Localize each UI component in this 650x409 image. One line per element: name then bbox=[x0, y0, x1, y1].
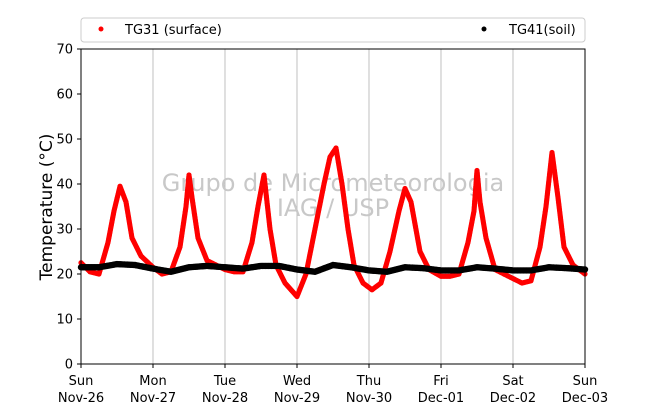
legend-marker-surface bbox=[98, 26, 104, 32]
x-tick-label-date: Dec-01 bbox=[418, 391, 464, 406]
y-tick-label: 40 bbox=[56, 178, 73, 193]
grid-lines bbox=[152, 49, 514, 364]
y-tick-label: 10 bbox=[56, 313, 73, 328]
x-tick-label-day: Thu bbox=[356, 374, 381, 389]
series-surface bbox=[78, 145, 588, 300]
plot-frame bbox=[80, 48, 586, 365]
y-tick-label: 50 bbox=[56, 133, 73, 148]
legend-label-surface: TG31 (surface) bbox=[124, 23, 222, 38]
x-tick-label-day: Tue bbox=[213, 374, 236, 389]
y-tick-label: 70 bbox=[56, 43, 73, 58]
y-tick-label: 20 bbox=[56, 268, 73, 283]
x-tick-label-date: Nov-29 bbox=[274, 391, 320, 406]
x-tick-label-date: Nov-30 bbox=[346, 391, 392, 406]
y-axis: 0 10 20 30 40 50 60 70 bbox=[56, 43, 81, 373]
x-tick-label-day: Sat bbox=[502, 374, 523, 389]
x-axis: Sun Nov-26 Mon Nov-27 Tue Nov-28 Wed Nov-29 Thu N… bbox=[58, 364, 608, 406]
watermark-line-1: Grupo de Micrometeorologia bbox=[162, 169, 504, 197]
x-tick-label-date: Nov-27 bbox=[130, 391, 176, 406]
x-tick-label-date: Dec-03 bbox=[562, 391, 608, 406]
legend-box bbox=[80, 17, 586, 43]
x-tick-label-day: Sun bbox=[573, 374, 598, 389]
x-tick-label-day: Fri bbox=[433, 374, 449, 389]
x-tick-label-day: Mon bbox=[139, 374, 166, 389]
y-tick-label: 60 bbox=[56, 88, 73, 103]
y-axis-label: Temperature (°C) bbox=[37, 134, 57, 282]
x-tick-label-day: Wed bbox=[283, 374, 311, 389]
legend: TG31 (surface) TG41(soil) bbox=[80, 17, 586, 43]
series-soil bbox=[77, 260, 589, 275]
legend-label-soil: TG41(soil) bbox=[508, 23, 576, 38]
x-tick-label-day: Sun bbox=[69, 374, 94, 389]
watermark-line-2: IAG / USP bbox=[277, 194, 389, 222]
x-tick-label-date: Nov-28 bbox=[202, 391, 248, 406]
y-tick-label: 0 bbox=[65, 358, 73, 373]
data-series bbox=[77, 145, 589, 300]
legend-marker-soil bbox=[481, 26, 487, 32]
x-tick-label-date: Dec-02 bbox=[490, 391, 536, 406]
y-tick-label: 30 bbox=[56, 223, 73, 238]
x-tick-label-date: Nov-26 bbox=[58, 391, 104, 406]
watermark: Grupo de Micrometeorologia IAG / USP bbox=[162, 169, 504, 222]
